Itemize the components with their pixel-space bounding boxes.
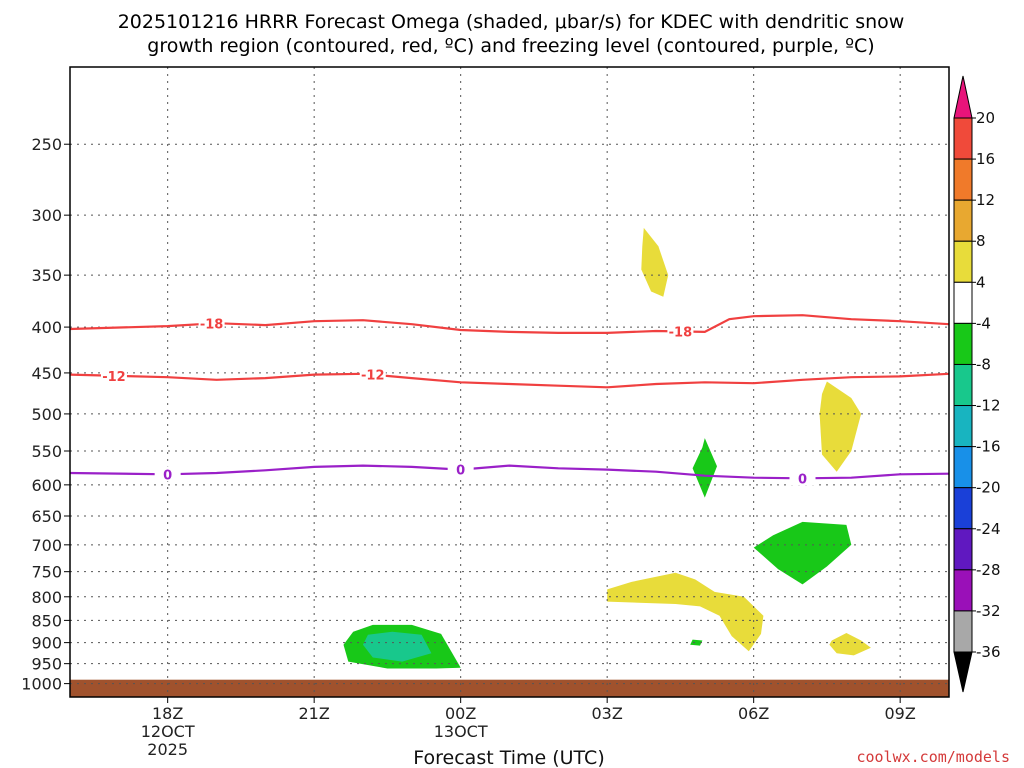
contour-label-3-1: 0	[163, 468, 172, 483]
x-tick-label-09Z: 09Z	[885, 704, 916, 723]
contour-line-1	[69, 314, 950, 334]
contour-label-bg-3-2	[447, 461, 474, 477]
contour-line-2	[69, 372, 950, 389]
y-tick-label-300: 300	[31, 206, 62, 225]
plot-area: 2503003504004505005506006507007508008509…	[21, 66, 1001, 759]
colorbar-label-14: -36	[976, 643, 1001, 661]
colorbar-label-13: -32	[976, 602, 1001, 620]
colorbar-label-11: -24	[976, 520, 1001, 538]
y-tick-label-900: 900	[31, 634, 62, 653]
colorbar-label-3: 12	[976, 191, 995, 209]
colorbar-swatch-5	[953, 281, 973, 324]
y-tick-label-600: 600	[31, 476, 62, 495]
y-tick-label-350: 350	[31, 266, 62, 285]
colorbar-swatch-10	[953, 487, 973, 530]
x-tick-label-2025: 2025	[147, 740, 188, 759]
chart-title-line-2: growth region (contoured, red, ºC) and f…	[147, 35, 874, 57]
x-tick-label-06Z: 06Z	[738, 704, 769, 723]
contour-label-bg-1-1	[198, 315, 225, 331]
colorbar-swatch-3	[953, 199, 973, 242]
colorbar-label-9: -16	[976, 438, 1001, 456]
y-tick-label-700: 700	[31, 536, 62, 555]
colorbar-swatch-8	[953, 405, 973, 448]
contour-label-1-2: -18	[669, 325, 693, 340]
contour-label-3-2: 0	[456, 464, 465, 479]
omega-shaded-region-4	[753, 521, 852, 585]
x-axis-title: Forecast Time (UTC)	[413, 747, 604, 768]
colorbar-swatch-6	[953, 322, 973, 365]
omega-shaded-region-5	[607, 572, 764, 652]
y-tick-label-500: 500	[31, 405, 62, 424]
colorbar-top-arrow	[953, 75, 973, 119]
y-tick-label-650: 650	[31, 507, 62, 526]
y-tick-label-550: 550	[31, 442, 62, 461]
contour-label-2-2: -12	[361, 369, 385, 384]
colorbar-label-4: 8	[976, 232, 986, 250]
colorbar-label-2: 16	[976, 150, 995, 168]
colorbar-swatch-7	[953, 363, 973, 407]
colorbar-swatch-2	[953, 158, 973, 201]
y-tick-label-400: 400	[31, 318, 62, 337]
colorbar-bottom-arrow	[953, 651, 973, 693]
omega-shaded-region-6	[829, 633, 871, 656]
y-tick-label-1000: 1000	[21, 675, 62, 694]
colorbar-label-6: -4	[976, 314, 991, 332]
x-tick-label-12OCT: 12OCT	[141, 722, 195, 741]
colorbar-swatch-9	[953, 446, 973, 489]
colorbar-label-12: -28	[976, 561, 1001, 579]
x-tick-label-13OCT: 13OCT	[434, 722, 488, 741]
omega-shaded-region-7	[690, 639, 703, 646]
y-tick-label-250: 250	[31, 135, 62, 154]
plot-frame	[69, 66, 950, 698]
y-tick-label-750: 750	[31, 563, 62, 582]
colorbar-swatch-13	[953, 610, 973, 653]
x-tick-label-21Z: 21Z	[299, 704, 330, 723]
x-tick-label-00Z: 00Z	[445, 704, 476, 723]
colorbar-label-1: 20	[976, 109, 995, 127]
colorbar-label-10: -20	[976, 479, 1001, 497]
contour-label-bg-1-2	[667, 323, 694, 339]
colorbar-label-7: -8	[976, 355, 991, 373]
omega-shaded-region-2	[819, 381, 862, 472]
plot-background	[70, 67, 949, 697]
x-tick-label-18Z: 18Z	[152, 704, 183, 723]
colorbar-label-5: 4	[976, 273, 986, 291]
y-tick-label-800: 800	[31, 588, 62, 607]
colorbar-swatch-1	[953, 117, 973, 160]
omega-shaded-region-9	[363, 631, 432, 662]
colorbar-swatch-11	[953, 528, 973, 571]
y-tick-label-850: 850	[31, 611, 62, 630]
y-tick-label-950: 950	[31, 655, 62, 674]
contour-label-bg-3-1	[154, 466, 181, 482]
colorbar-swatch-4	[953, 240, 973, 283]
contour-label-2-1: -12	[102, 370, 126, 385]
omega-shaded-region-1	[641, 227, 669, 297]
chart-title-line-1: 2025101216 HRRR Forecast Omega (shaded, …	[118, 11, 905, 33]
colorbar-swatch-12	[953, 569, 973, 612]
x-tick-label-03Z: 03Z	[592, 704, 623, 723]
y-tick-label-450: 450	[31, 364, 62, 383]
contour-label-bg-2-1	[100, 367, 127, 383]
omega-shaded-region-3	[692, 438, 717, 498]
contour-label-3-3: 0	[798, 472, 807, 487]
ground-terrain-fill	[70, 679, 949, 697]
colorbar-label-8: -12	[976, 397, 1001, 415]
credit-text: coolwx.com/models	[856, 748, 1010, 766]
contour-label-bg-3-3	[789, 470, 816, 486]
contour-label-bg-2-2	[359, 366, 386, 382]
contour-label-1-1: -18	[200, 317, 224, 332]
